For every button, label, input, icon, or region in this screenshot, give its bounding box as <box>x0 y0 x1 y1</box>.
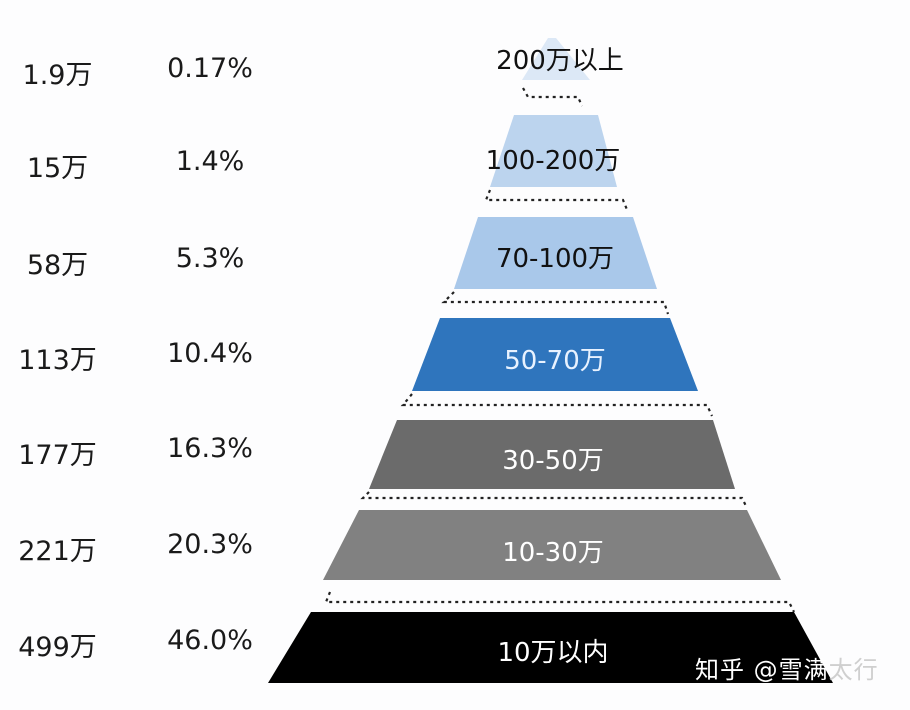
tier-2-label: 70-100万 <box>495 244 615 274</box>
tier-0-label: 200万以上 <box>496 46 624 76</box>
tier-1-count: 15万 <box>26 153 89 184</box>
tier-3-shape <box>412 318 698 391</box>
tier-4-label: 30-50万 <box>502 446 604 476</box>
tier-3-percentage: 10.4% <box>167 338 253 369</box>
tier-4-shape <box>369 420 735 489</box>
tier-1-shape <box>490 115 617 187</box>
tier-3-count: 113万 <box>18 345 97 376</box>
tier-2-percentage: 5.3% <box>175 243 245 274</box>
tier-5-shape <box>323 510 781 580</box>
tier-0-percentage: 0.17% <box>167 53 253 84</box>
tier-4-percentage: 16.3% <box>167 433 253 464</box>
tier-2-shape <box>454 217 657 289</box>
tier-0-shape <box>522 38 590 80</box>
tier-5-label: 10-30万 <box>502 538 604 568</box>
tier-1-percentage: 1.4% <box>175 146 245 177</box>
tier-3-label: 50-70万 <box>504 346 606 376</box>
tier-1-label: 100-200万 <box>485 146 621 176</box>
watermark-prefix: 知乎 @雪满 <box>695 656 829 684</box>
dotted-guides <box>324 87 795 613</box>
tier-2-count: 58万 <box>26 250 89 281</box>
tier-6-shape <box>268 612 833 683</box>
watermark-suffix: 太行 <box>828 656 879 684</box>
tier-5-count: 221万 <box>18 536 97 567</box>
tier-6-count: 499万 <box>18 632 97 663</box>
tier-0-count: 1.9万 <box>22 60 93 91</box>
watermark: 知乎 @雪满太行 <box>695 650 879 685</box>
tier-5-percentage: 20.3% <box>167 529 253 560</box>
tier-4-count: 177万 <box>18 440 97 471</box>
tier-6-label: 10万以内 <box>497 638 609 668</box>
tier-6-percentage: 46.0% <box>167 625 253 656</box>
